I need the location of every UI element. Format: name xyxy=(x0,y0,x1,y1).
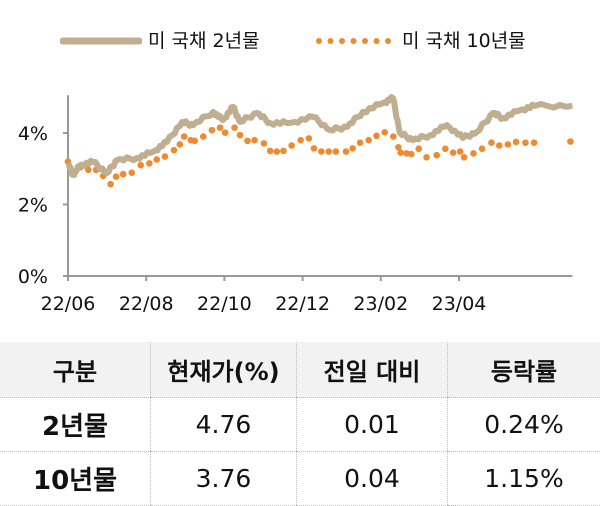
cell-price: 3.76 xyxy=(151,452,297,506)
point-10y xyxy=(200,133,207,140)
point-10y xyxy=(137,162,144,169)
point-10y xyxy=(191,138,198,145)
point-10y xyxy=(381,129,388,136)
point-10y xyxy=(251,137,258,144)
header-category: 구분 xyxy=(0,342,151,398)
cell-change: 0.04 xyxy=(297,452,448,506)
point-10y xyxy=(461,154,468,161)
legend-label-2y: 미 국채 2년물 xyxy=(148,26,260,56)
chart-legend: 미 국채 2년물 미 국채 10년물 xyxy=(0,26,600,56)
point-10y xyxy=(162,153,169,160)
point-10y xyxy=(237,132,244,139)
point-10y xyxy=(288,142,295,149)
point-10y xyxy=(470,150,477,157)
cell-change: 0.01 xyxy=(297,398,448,452)
point-10y xyxy=(333,148,340,155)
point-10y xyxy=(297,137,304,144)
point-10y xyxy=(390,133,397,140)
table-header-row: 구분 현재가(%) 전일 대비 등락률 xyxy=(0,342,600,398)
legend-dot xyxy=(351,38,357,44)
point-10y xyxy=(171,147,178,154)
point-10y xyxy=(146,160,153,167)
point-10y xyxy=(261,140,268,147)
legend-dot xyxy=(316,38,322,44)
x-tick-label: 23/04 xyxy=(432,293,487,315)
legend-dot xyxy=(362,38,368,44)
point-10y xyxy=(217,124,224,131)
point-10y xyxy=(408,151,415,158)
table-row: 2년물 4.76 0.01 0.24% xyxy=(0,398,600,452)
yield-table: 구분 현재가(%) 전일 대비 등락률 2년물 4.76 0.01 0.24% … xyxy=(0,342,600,506)
x-tick-label: 22/06 xyxy=(41,293,96,315)
legend-dot xyxy=(328,38,334,44)
x-tick-label: 22/08 xyxy=(119,293,174,315)
point-10y xyxy=(280,148,287,155)
point-10y xyxy=(113,173,120,180)
point-10y xyxy=(567,138,574,145)
header-change: 전일 대비 xyxy=(297,342,448,398)
point-10y xyxy=(120,171,127,178)
point-10y xyxy=(457,148,464,155)
x-tick-label: 22/12 xyxy=(275,293,330,315)
point-10y xyxy=(318,148,325,155)
point-10y xyxy=(513,139,520,146)
y-tick-label: 0% xyxy=(18,266,48,288)
point-10y xyxy=(181,133,188,140)
point-10y xyxy=(231,124,238,131)
point-10y xyxy=(433,152,440,159)
header-price: 현재가(%) xyxy=(151,342,297,398)
point-10y xyxy=(306,135,313,142)
row-label: 10년물 xyxy=(0,452,151,506)
point-10y xyxy=(311,145,318,152)
point-10y xyxy=(522,139,529,146)
cell-price: 4.76 xyxy=(151,398,297,452)
point-10y xyxy=(244,138,251,145)
point-10y xyxy=(273,148,280,155)
point-10y xyxy=(177,141,184,148)
y-tick-label: 2% xyxy=(18,195,48,217)
point-10y xyxy=(349,145,356,152)
point-10y xyxy=(531,139,538,146)
line-2y xyxy=(68,97,572,175)
y-tick-label: 4% xyxy=(18,123,48,145)
legend-dot xyxy=(374,38,380,44)
cell-rate: 1.15% xyxy=(448,452,600,506)
row-label: 2년물 xyxy=(0,398,151,452)
legend-dot xyxy=(385,38,391,44)
point-10y xyxy=(505,141,512,148)
point-10y xyxy=(373,133,380,140)
legend-label-10y: 미 국채 10년물 xyxy=(402,26,526,56)
point-10y xyxy=(222,129,229,136)
header-rate: 등락률 xyxy=(448,342,600,398)
cell-rate: 0.24% xyxy=(448,398,600,452)
point-10y xyxy=(397,149,404,156)
point-10y xyxy=(325,148,332,155)
point-10y xyxy=(343,148,350,155)
point-10y xyxy=(415,145,422,152)
point-10y xyxy=(153,156,160,163)
point-10y xyxy=(267,148,274,155)
x-tick-label: 22/10 xyxy=(197,293,252,315)
legend-swatch-10y xyxy=(314,36,394,46)
yield-chart: 0% 2% 4% 22/06 22/08 22/10 22/12 23/02 23/04 xyxy=(0,60,600,330)
table-row: 10년물 3.76 0.04 1.15% xyxy=(0,452,600,506)
point-10y xyxy=(488,139,495,146)
point-10y xyxy=(128,169,135,176)
point-10y xyxy=(442,145,449,152)
point-10y xyxy=(209,127,216,134)
point-10y xyxy=(107,181,114,188)
legend-swatch-2y xyxy=(60,36,142,46)
legend-dot xyxy=(339,38,345,44)
point-10y xyxy=(496,142,503,149)
point-10y xyxy=(479,145,486,152)
point-10y xyxy=(423,154,430,161)
x-tick-label: 23/02 xyxy=(353,293,408,315)
point-10y xyxy=(357,139,364,146)
point-10y xyxy=(365,137,372,144)
point-10y xyxy=(450,149,457,156)
